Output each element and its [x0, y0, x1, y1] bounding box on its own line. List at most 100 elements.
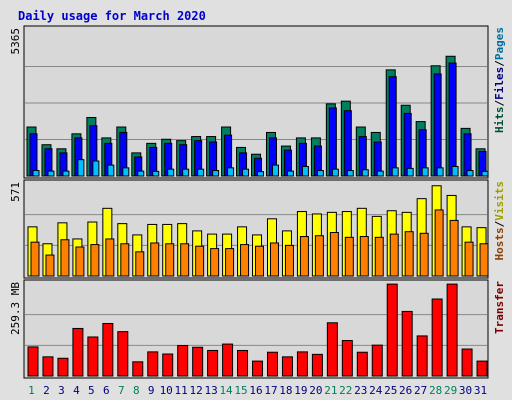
x-tick-label-day-15: 15	[234, 384, 247, 397]
bar-pages-day-4	[77, 159, 85, 177]
bar-transfer-day-5	[87, 336, 99, 377]
x-tick-label-day-24: 24	[369, 384, 383, 397]
bar-hosts-day-17	[269, 242, 279, 277]
x-tick-label-day-28: 28	[429, 384, 442, 397]
bar-hosts-day-30	[464, 241, 474, 277]
bar-pages-day-8	[137, 170, 145, 177]
bar-pages-day-19	[301, 165, 309, 177]
x-tick-label-day-13: 13	[204, 384, 217, 397]
bar-hosts-day-27	[419, 232, 429, 277]
bar-transfer-day-23	[356, 351, 368, 377]
bar-pages-day-3	[62, 170, 70, 177]
bar-hosts-day-13	[210, 248, 220, 277]
panel-2-ymax-label: 259.3 MB	[9, 282, 22, 335]
bar-transfer-day-3	[57, 357, 69, 377]
bar-transfer-day-19	[296, 351, 308, 377]
bar-hosts-day-16	[255, 245, 265, 277]
bar-hosts-day-19	[299, 236, 309, 277]
bar-hosts-day-18	[284, 244, 294, 277]
bar-pages-day-31	[481, 170, 489, 177]
bar-pages-day-10	[167, 168, 175, 177]
bar-files-day-29	[448, 62, 457, 177]
bar-hosts-day-28	[434, 209, 444, 277]
bar-hosts-day-9	[150, 242, 160, 277]
bar-pages-day-29	[451, 165, 459, 177]
bar-hosts-day-20	[314, 235, 324, 277]
bar-transfer-day-10	[162, 353, 174, 377]
bar-transfer-day-12	[192, 346, 204, 377]
bar-transfer-day-6	[102, 322, 114, 377]
x-tick-label-day-25: 25	[384, 384, 397, 397]
bar-pages-day-17	[271, 164, 279, 177]
series-label-separator: /	[493, 60, 506, 67]
bar-transfer-day-27	[416, 335, 428, 377]
bar-hosts-day-4	[75, 246, 85, 277]
panel-1-series-label: Hosts/Visits	[493, 181, 506, 261]
panel-2-series-label: Transfer	[493, 281, 506, 334]
series-label-files: Files	[493, 67, 506, 100]
series-label-pages: Pages	[493, 27, 506, 60]
bar-pages-day-21	[331, 168, 339, 177]
x-tick-label-day-2: 2	[43, 384, 50, 397]
bar-pages-day-22	[346, 170, 354, 177]
bar-transfer-day-25	[386, 283, 398, 377]
bar-transfer-day-29	[446, 283, 458, 377]
bar-pages-day-5	[92, 160, 100, 177]
bar-transfer-day-1	[27, 346, 39, 377]
bar-hosts-day-14	[225, 248, 235, 277]
x-tick-label-day-1: 1	[28, 384, 35, 397]
x-tick-label-day-9: 9	[148, 384, 155, 397]
bar-pages-day-26	[406, 167, 414, 177]
bar-hosts-day-12	[195, 245, 205, 277]
bar-transfer-day-26	[401, 310, 413, 377]
series-label-hosts: Hosts	[493, 227, 506, 260]
bar-pages-day-15	[242, 168, 250, 177]
bar-transfer-day-16	[252, 360, 264, 377]
bar-transfer-day-28	[431, 298, 443, 377]
x-tick-label-day-3: 3	[58, 384, 65, 397]
bar-transfer-day-30	[461, 348, 473, 377]
bar-transfer-day-24	[371, 344, 383, 377]
x-tick-label-day-26: 26	[399, 384, 412, 397]
x-tick-label-day-22: 22	[339, 384, 352, 397]
bar-transfer-day-11	[177, 344, 189, 377]
panel-1-ymax-label: 571	[9, 182, 22, 202]
x-tick-label-day-5: 5	[88, 384, 95, 397]
bar-hosts-day-21	[329, 231, 339, 277]
bar-files-day-22	[343, 110, 352, 177]
bar-pages-day-23	[361, 169, 369, 177]
bar-files-day-21	[328, 107, 337, 177]
x-tick-label-day-27: 27	[414, 384, 427, 397]
bar-pages-day-28	[436, 167, 444, 177]
bar-hosts-day-7	[120, 243, 130, 277]
bar-pages-day-1	[32, 170, 40, 177]
bar-pages-day-24	[376, 170, 384, 177]
x-tick-label-day-16: 16	[249, 384, 262, 397]
bar-hosts-day-22	[344, 236, 354, 277]
bar-transfer-day-15	[237, 349, 249, 377]
panel-0-ymax-label: 5365	[9, 28, 22, 55]
bar-transfer-day-18	[281, 356, 293, 377]
series-label-visits: Visits	[493, 181, 506, 221]
bar-files-day-30	[463, 133, 472, 177]
x-tick-label-day-7: 7	[118, 384, 125, 397]
x-tick-label-day-18: 18	[279, 384, 292, 397]
panel-0-series-label: Hits/Files/Pages	[493, 27, 506, 133]
series-label-separator: /	[493, 100, 506, 107]
bar-transfer-day-17	[266, 351, 278, 377]
bar-transfer-day-22	[341, 340, 353, 377]
series-label-hits: Hits	[493, 107, 506, 134]
bar-pages-day-2	[47, 170, 55, 177]
bar-transfer-day-14	[222, 343, 234, 377]
bar-hosts-day-24	[374, 236, 384, 277]
bar-files-day-1	[29, 133, 38, 177]
x-tick-label-day-14: 14	[219, 384, 233, 397]
bar-hosts-day-10	[165, 243, 175, 277]
bar-files-day-28	[433, 73, 442, 177]
bar-hosts-day-25	[389, 233, 399, 277]
bar-hosts-day-15	[240, 244, 250, 277]
bar-pages-day-14	[227, 167, 235, 177]
series-label-separator: /	[493, 220, 506, 227]
bar-transfer-day-21	[326, 322, 338, 377]
